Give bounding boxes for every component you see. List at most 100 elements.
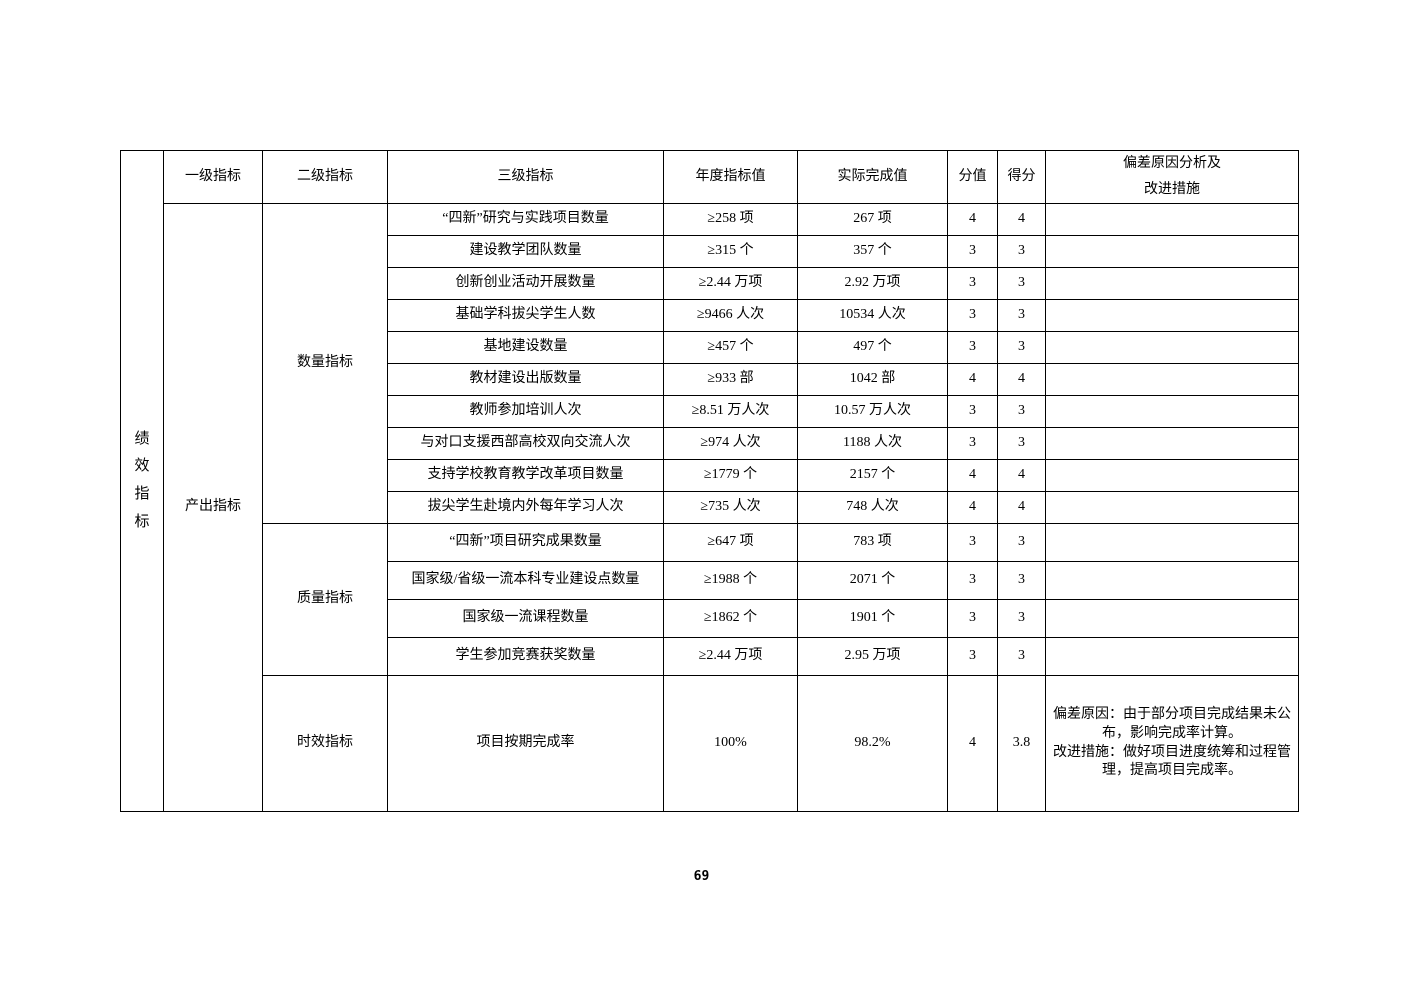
cell-deviation-empty [1045,331,1299,364]
cell-actual: 783 项 [797,523,948,562]
cell-score-value: 4 [947,675,998,812]
cell-actual: 10.57 万人次 [797,395,948,428]
cell-score: 3 [997,637,1046,676]
cell-level3: “四新”研究与实践项目数量 [387,203,664,236]
cell-deviation-empty [1045,395,1299,428]
cell-score: 3 [997,523,1046,562]
header-actual: 实际完成值 [797,150,948,204]
cell-level3: 与对口支援西部高校双向交流人次 [387,427,664,460]
cell-score: 4 [997,203,1046,236]
row-group-cell: 绩效指标 [120,150,164,812]
cell-target: ≥1779 个 [663,459,798,492]
cell-deviation-empty [1045,523,1299,562]
cell-target: ≥2.44 万项 [663,267,798,300]
cell-score: 3 [997,235,1046,268]
cell-score-value: 3 [947,427,998,460]
cell-target: ≥2.44 万项 [663,637,798,676]
cell-target: ≥258 项 [663,203,798,236]
cell-target: ≥735 人次 [663,491,798,524]
cell-score-value: 3 [947,235,998,268]
cell-level3: “四新”项目研究成果数量 [387,523,664,562]
header-score: 得分 [997,150,1046,204]
cell-deviation-empty [1045,491,1299,524]
cell-score-value: 3 [947,267,998,300]
table-row: 时效指标 项目按期完成率 100% 98.2% 4 3.8 偏差原因：由于部分项… [121,675,1299,812]
cell-level3: 国家级一流课程数量 [387,599,664,638]
deviation-reason: 偏差原因：由于部分项目完成结果未公布，影响完成率计算。 [1053,706,1291,741]
cell-level3: 拔尖学生赴境内外每年学习人次 [387,491,664,524]
cell-actual: 1901 个 [797,599,948,638]
cell-score-value: 4 [947,363,998,396]
header-level3: 三级指标 [387,150,664,204]
cell-level3: 教材建设出版数量 [387,363,664,396]
header-deviation-line2: 改进措施 [1144,182,1200,197]
cell-score-value: 3 [947,395,998,428]
cell-level2-quantity: 数量指标 [262,203,388,524]
cell-deviation-empty [1045,637,1299,676]
header-score-value: 分值 [947,150,998,204]
cell-level3: 项目按期完成率 [387,675,664,812]
cell-score-value: 4 [947,491,998,524]
cell-level3: 支持学校教育教学改革项目数量 [387,459,664,492]
cell-level1-output: 产出指标 [163,203,263,812]
cell-actual: 2.92 万项 [797,267,948,300]
cell-score: 3 [997,331,1046,364]
cell-score-value: 3 [947,599,998,638]
header-level2: 二级指标 [262,150,388,204]
header-target: 年度指标值 [663,150,798,204]
cell-level2-timeliness: 时效指标 [262,675,388,812]
improvement-measure: 改进措施：做好项目进度统筹和过程管理，提高项目完成率。 [1053,744,1291,779]
cell-score-value: 4 [947,459,998,492]
table-row: 产出指标 数量指标 “四新”研究与实践项目数量 ≥258 项 267 项 4 4 [121,203,1299,812]
table-row: 建设教学团队数量 ≥315 个 357 个 3 3 [121,235,1299,268]
cell-level3: 建设教学团队数量 [387,235,664,268]
performance-indicator-table: 绩效指标 一级指标 二级指标 三级指标 年度指标值 实际完成值 分值 得分 偏差… [120,150,1299,812]
table-row: 基础学科拔尖学生人数 ≥9466 人次 10534 人次 3 3 [121,299,1299,332]
cell-score: 4 [997,459,1046,492]
cell-deviation-empty [1045,363,1299,396]
cell-actual: 357 个 [797,235,948,268]
table-row: 质量指标 “四新”项目研究成果数量 ≥647 项 783 项 3 3 [121,523,1299,676]
cell-target: ≥933 部 [663,363,798,396]
cell-score: 4 [997,491,1046,524]
header-level1: 一级指标 [163,150,263,204]
cell-target: ≥457 个 [663,331,798,364]
row-group-label: 绩效指标 [134,430,150,530]
cell-target: ≥8.51 万人次 [663,395,798,428]
cell-score: 3 [997,267,1046,300]
cell-deviation-remark: 偏差原因：由于部分项目完成结果未公布，影响完成率计算。 改进措施：做好项目进度统… [1045,675,1299,812]
cell-target: ≥1862 个 [663,599,798,638]
cell-deviation-empty [1045,267,1299,300]
cell-level3: 基地建设数量 [387,331,664,364]
cell-level3: 基础学科拔尖学生人数 [387,299,664,332]
cell-score: 4 [997,363,1046,396]
cell-deviation-empty [1045,599,1299,638]
header-deviation-line1: 偏差原因分析及 [1123,156,1221,172]
cell-level3: 教师参加培训人次 [387,395,664,428]
cell-actual: 10534 人次 [797,299,948,332]
cell-actual: 2071 个 [797,561,948,600]
table-row: 国家级一流课程数量 ≥1862 个 1901 个 3 3 [121,599,1299,638]
cell-deviation-empty [1045,427,1299,460]
page-number: 69 [693,869,710,884]
cell-score: 3 [997,561,1046,600]
cell-score-value: 3 [947,331,998,364]
table-row: 教师参加培训人次 ≥8.51 万人次 10.57 万人次 3 3 [121,395,1299,428]
cell-score: 3 [997,599,1046,638]
table-row: 与对口支援西部高校双向交流人次 ≥974 人次 1188 人次 3 3 [121,427,1299,460]
header-deviation: 偏差原因分析及 改进措施 [1045,150,1299,204]
cell-actual: 2157 个 [797,459,948,492]
cell-level2-quality: 质量指标 [262,523,388,676]
cell-deviation-empty [1045,203,1299,236]
cell-actual: 748 人次 [797,491,948,524]
cell-deviation-empty [1045,235,1299,268]
cell-score-value: 3 [947,637,998,676]
cell-score-value: 3 [947,523,998,562]
cell-deviation-empty [1045,459,1299,492]
cell-level3: 创新创业活动开展数量 [387,267,664,300]
cell-score-value: 3 [947,299,998,332]
cell-score: 3.8 [997,675,1046,812]
cell-score: 3 [997,299,1046,332]
cell-actual: 2.95 万项 [797,637,948,676]
